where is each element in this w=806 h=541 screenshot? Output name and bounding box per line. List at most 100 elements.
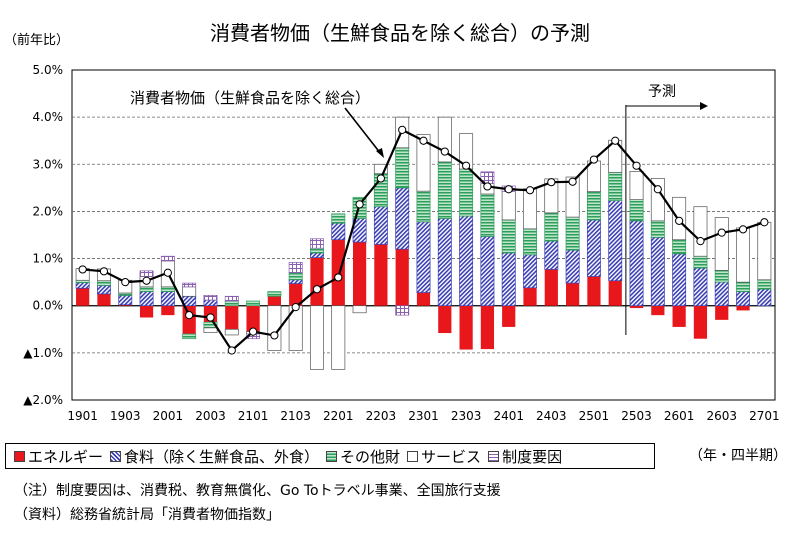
x-tick-label: 2503 bbox=[621, 409, 652, 423]
bar-institutional-1904 bbox=[139, 270, 154, 277]
bar-energy-2004 bbox=[225, 305, 239, 330]
bar-other-goods-2402 bbox=[523, 228, 537, 256]
bar-food-2003 bbox=[203, 299, 218, 307]
legend-item-other-goods: その他財 bbox=[326, 446, 400, 467]
bar-energy-2502 bbox=[608, 280, 622, 306]
bar-institutional-2002 bbox=[182, 282, 197, 288]
cpi-point-2103 bbox=[291, 303, 300, 312]
bar-energy-2603 bbox=[715, 305, 729, 320]
x-tick-label: 2103 bbox=[280, 409, 311, 423]
y-tick-label: 0.0% bbox=[33, 299, 64, 313]
legend-label-food: 食料（除く生鮮食品、外食） bbox=[124, 447, 320, 466]
legend-label-institutional: 制度要因 bbox=[502, 447, 563, 466]
legend-swatch-other-goods bbox=[326, 450, 338, 462]
bar-energy-2601 bbox=[672, 305, 686, 327]
bar-other-goods-2101 bbox=[246, 300, 261, 307]
bar-other-goods-1904 bbox=[139, 286, 154, 292]
bar-energy-2501 bbox=[587, 276, 601, 306]
y-tick-label: ▲2.0% bbox=[23, 393, 63, 407]
cpi-point-2202 bbox=[355, 200, 364, 209]
bar-energy-2203 bbox=[374, 244, 388, 306]
bar-food-1903 bbox=[118, 294, 133, 306]
bar-food-1904 bbox=[139, 291, 154, 307]
cpi-point-2301 bbox=[419, 136, 428, 145]
bar-food-2103 bbox=[288, 279, 303, 284]
bar-energy-1902 bbox=[97, 293, 111, 306]
x-tick-label: 2301 bbox=[408, 409, 439, 423]
x-tick-label: 2303 bbox=[451, 409, 482, 423]
bar-services-2604 bbox=[736, 227, 750, 283]
legend-item-energy: エネルギー bbox=[14, 446, 103, 467]
bar-food-2602 bbox=[693, 267, 708, 307]
bar-other-goods-2301 bbox=[416, 190, 431, 223]
cpi-point-2402 bbox=[525, 186, 535, 195]
bar-other-goods-2602 bbox=[693, 255, 708, 269]
cpi-point-2503 bbox=[632, 161, 641, 170]
bar-other-goods-2603 bbox=[714, 270, 729, 283]
bar-other-goods-2401 bbox=[501, 219, 516, 254]
bar-other-goods-2103 bbox=[288, 272, 303, 281]
y-tick-label: 4.0% bbox=[33, 110, 64, 124]
bar-energy-2301 bbox=[416, 292, 431, 306]
bar-food-2701 bbox=[757, 288, 772, 307]
bar-institutional-2104 bbox=[310, 238, 324, 249]
bar-institutional-2001 bbox=[160, 255, 175, 262]
bar-food-2401 bbox=[501, 252, 516, 307]
bar-food-2604 bbox=[736, 291, 750, 307]
cpi-point-2002 bbox=[185, 311, 194, 320]
bar-other-goods-2504 bbox=[650, 220, 665, 238]
bar-energy-2102 bbox=[267, 296, 281, 306]
bar-other-goods-2302 bbox=[437, 161, 452, 219]
bar-other-goods-1901 bbox=[75, 279, 90, 283]
bar-institutional-2103 bbox=[288, 261, 303, 274]
bar-food-2404 bbox=[565, 249, 580, 284]
bar-services-2602 bbox=[693, 206, 708, 257]
bar-food-2001 bbox=[160, 291, 175, 307]
x-tick-label: 1903 bbox=[110, 409, 141, 423]
x-tick-label: 2603 bbox=[706, 409, 737, 423]
bar-institutional-2204 bbox=[395, 305, 410, 316]
bar-other-goods-2204 bbox=[395, 147, 410, 189]
bar-energy-2504 bbox=[651, 305, 665, 316]
bar-other-goods-2104 bbox=[310, 247, 324, 254]
cpi-point-2501 bbox=[589, 155, 599, 164]
x-tick-label: 2201 bbox=[323, 409, 354, 423]
bar-other-goods-2701 bbox=[757, 279, 772, 290]
bar-food-1902 bbox=[97, 285, 111, 295]
plot-frame bbox=[71, 69, 776, 401]
cpi-point-2102 bbox=[270, 331, 279, 340]
y-tick-label: 1.0% bbox=[33, 252, 64, 266]
bar-food-2201 bbox=[331, 222, 346, 241]
bar-other-goods-2001 bbox=[160, 286, 175, 292]
cpi-point-2504 bbox=[653, 185, 662, 194]
cpi-point-2201 bbox=[334, 273, 343, 282]
bar-other-goods-2601 bbox=[672, 239, 687, 255]
bar-energy-2201 bbox=[331, 239, 345, 306]
bar-services-2203 bbox=[373, 163, 388, 175]
legend-label-energy: エネルギー bbox=[28, 447, 104, 466]
bar-energy-2001 bbox=[161, 305, 175, 316]
bar-services-2201 bbox=[331, 305, 346, 370]
bar-other-goods-2403 bbox=[544, 212, 559, 242]
x-tick-label: 2601 bbox=[664, 409, 695, 423]
bar-other-goods-2303 bbox=[459, 168, 474, 217]
y-tick-label: ▲1.0% bbox=[23, 346, 63, 360]
cpi-point-1903 bbox=[121, 278, 130, 287]
bar-energy-2401 bbox=[502, 305, 516, 327]
legend-swatch-institutional bbox=[488, 450, 500, 462]
bar-energy-2103 bbox=[289, 283, 303, 306]
bar-institutional-2004 bbox=[224, 295, 239, 302]
bar-other-goods-2201 bbox=[331, 213, 346, 224]
x-tick-label: 2401 bbox=[493, 409, 524, 423]
bar-energy-2403 bbox=[544, 269, 558, 306]
bar-food-2504 bbox=[650, 237, 665, 307]
chart-title: 消費者物価（生鮮食品を除く総合）の予測 bbox=[210, 21, 590, 45]
cpi-point-2601 bbox=[675, 216, 684, 225]
legend-swatch-services bbox=[407, 450, 419, 462]
bar-energy-2604 bbox=[736, 305, 750, 311]
bar-services-2401 bbox=[501, 191, 516, 221]
cpi-point-2101 bbox=[248, 327, 258, 336]
bar-other-goods-2604 bbox=[736, 281, 750, 292]
bar-other-goods-2002 bbox=[182, 333, 197, 340]
x-unit-label: （年・四半期） bbox=[689, 448, 787, 464]
